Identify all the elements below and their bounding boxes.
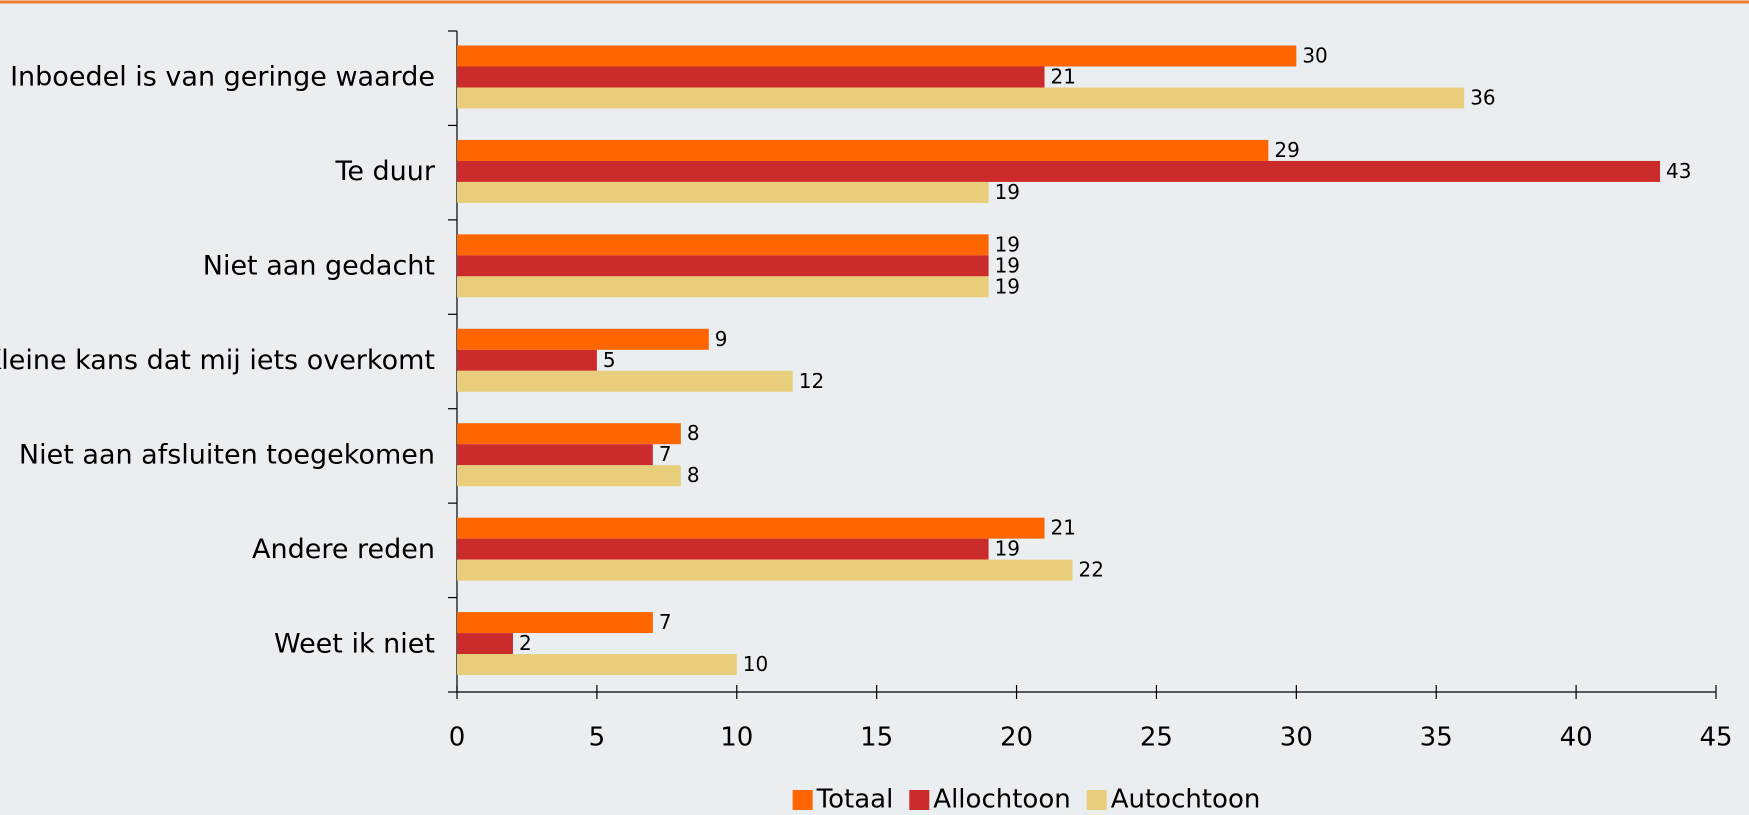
- x-tick-label: 5: [589, 723, 606, 753]
- data-label: 30: [1302, 44, 1327, 68]
- bar: [457, 234, 989, 256]
- data-label: 12: [799, 369, 824, 393]
- data-label: 19: [995, 253, 1020, 277]
- data-label: 8: [687, 421, 700, 445]
- data-label: 21: [1051, 516, 1076, 540]
- data-label: 19: [995, 537, 1020, 561]
- x-tick-label: 40: [1560, 723, 1593, 753]
- x-tick-label: 35: [1420, 723, 1453, 753]
- x-tick-label: 25: [1140, 723, 1173, 753]
- data-label: 9: [715, 327, 728, 351]
- bar: [457, 370, 793, 392]
- y-tick-label: Inboedel is van geringe waarde: [10, 62, 435, 93]
- data-label: 10: [743, 652, 768, 676]
- legend-swatch: [792, 790, 813, 810]
- data-label: 19: [995, 232, 1020, 256]
- bar: [457, 465, 681, 487]
- x-tick-label: 30: [1280, 723, 1313, 753]
- bar: [457, 181, 989, 203]
- bar: [457, 654, 737, 676]
- legend-label: Autochtoon: [1111, 785, 1261, 815]
- bar: [457, 559, 1073, 581]
- x-tick-label: 10: [720, 723, 753, 753]
- data-label: 43: [1666, 159, 1691, 183]
- bar: [457, 423, 681, 445]
- bar: [457, 349, 597, 371]
- legend-swatch: [909, 790, 930, 810]
- x-tick-label: 0: [449, 723, 466, 753]
- bar: [457, 444, 653, 466]
- bar: [457, 517, 1045, 539]
- y-tick-label: Andere reden: [252, 534, 435, 565]
- legend-label: Allochtoon: [933, 785, 1070, 815]
- data-label: 29: [1274, 138, 1299, 162]
- bar: [457, 633, 513, 655]
- bar: [457, 45, 1297, 67]
- legend-swatch: [1086, 790, 1107, 810]
- data-label: 7: [659, 442, 672, 466]
- x-tick-label: 15: [860, 723, 893, 753]
- y-tick-label: Kleine kans dat mij iets overkomt: [0, 345, 435, 376]
- bar: [457, 612, 653, 634]
- data-label: 2: [519, 631, 532, 655]
- data-label: 22: [1079, 558, 1104, 582]
- data-label: 8: [687, 463, 700, 487]
- bar: [457, 139, 1269, 161]
- y-tick-label: Weet ik niet: [274, 628, 435, 659]
- bar: [457, 538, 989, 560]
- y-tick-label: Niet aan afsluiten toegekomen: [19, 439, 435, 470]
- data-label: 19: [995, 274, 1020, 298]
- bar: [457, 160, 1661, 182]
- bar: [457, 276, 989, 298]
- data-label: 21: [1051, 65, 1076, 89]
- x-tick-label: 20: [1000, 723, 1033, 753]
- bar: [457, 255, 989, 277]
- y-tick-label: Te duur: [334, 156, 435, 187]
- data-label: 5: [603, 348, 616, 372]
- data-label: 36: [1470, 86, 1495, 110]
- bar: [457, 328, 709, 350]
- data-label: 7: [659, 610, 672, 634]
- legend-label: Totaal: [816, 785, 894, 815]
- data-label: 19: [995, 180, 1020, 204]
- bar: [457, 66, 1045, 88]
- x-tick-label: 45: [1699, 723, 1732, 753]
- bar: [457, 87, 1465, 109]
- y-tick-label: Niet aan gedacht: [203, 251, 435, 282]
